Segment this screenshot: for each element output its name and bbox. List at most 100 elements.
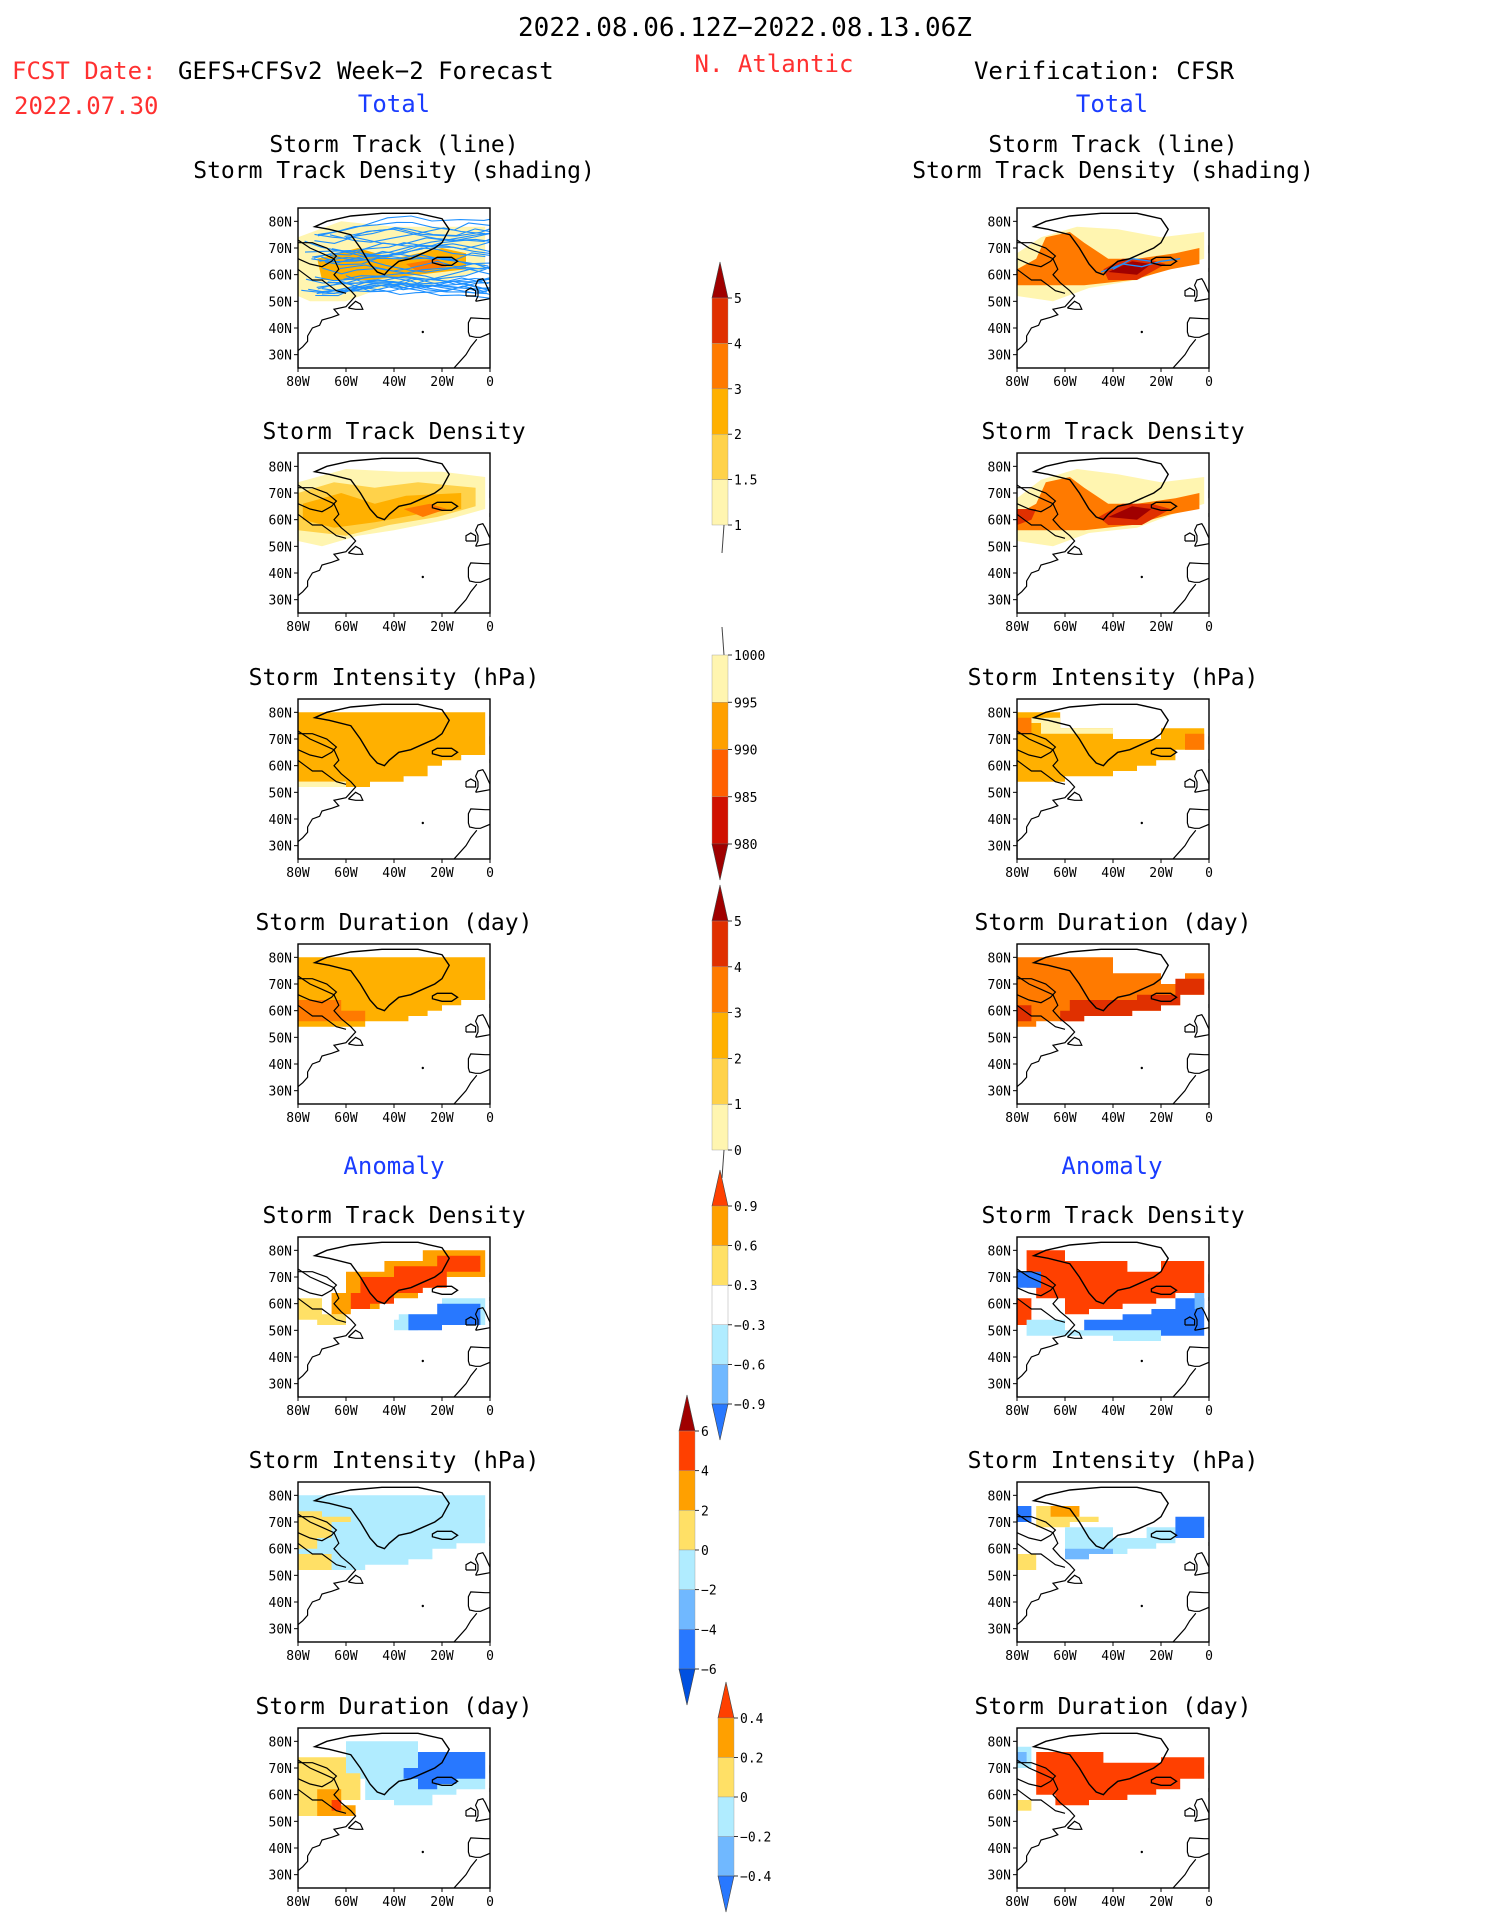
coastline [467, 1591, 490, 1612]
iceland-coastline [1150, 1530, 1178, 1540]
shaded-region [298, 712, 486, 787]
lat-tick-label: 80N [269, 1489, 292, 1504]
shaded-region [1017, 1554, 1037, 1570]
map-area [1017, 1482, 1209, 1642]
map-area [298, 1482, 490, 1642]
lat-tick-label: 30N [269, 1869, 292, 1884]
colorbar-open-end [721, 524, 725, 554]
coastline [465, 287, 477, 297]
colorbar-label: −0.4 [740, 1870, 771, 1885]
coastline [453, 583, 478, 613]
coastline [453, 1612, 478, 1642]
colorbar-label: 3 [734, 1007, 742, 1022]
storm-track-line [317, 221, 490, 237]
lat-tick-label: 40N [988, 1842, 1011, 1857]
coastline [474, 523, 490, 547]
lon-tick-label: 80W [1005, 1404, 1029, 1419]
colorbar-label: −0.6 [734, 1358, 765, 1373]
lat-tick-label: 80N [269, 706, 292, 721]
coastline [1017, 733, 1057, 759]
fcst-date-label: FCST Date: [12, 57, 157, 85]
colorbar-label: −4 [701, 1623, 717, 1638]
coastline [298, 1297, 347, 1323]
coastline [1017, 484, 1076, 613]
colorbar-label: 0 [701, 1544, 709, 1559]
iceland-coastline [431, 256, 459, 266]
lon-tick-label: 0 [1205, 375, 1213, 390]
map-area [1017, 699, 1209, 859]
lat-tick-label: 60N [988, 1543, 1011, 1558]
coastline [465, 778, 477, 788]
colorbar-label: 0.9 [734, 1200, 757, 1215]
lon-tick-label: 40W [382, 866, 406, 881]
shaded-region [408, 1303, 481, 1331]
verification-label: Verification: CFSR [974, 57, 1235, 85]
azores-dot [421, 575, 424, 579]
lat-tick-label: 40N [988, 322, 1011, 337]
iceland-coastline [431, 1285, 459, 1295]
lat-tick-label: 50N [269, 540, 292, 555]
colorbar-label: 0.6 [734, 1240, 757, 1255]
right-total-label: Total [1076, 90, 1148, 118]
lat-tick-label: 80N [988, 1489, 1011, 1504]
colorbar-segment [678, 1430, 696, 1471]
colorbar-label: 1 [734, 1098, 742, 1113]
shaded-region [1017, 1271, 1041, 1288]
lon-tick-label: 20W [430, 1404, 454, 1419]
coastline [1066, 300, 1083, 310]
lat-tick-label: 80N [988, 1735, 1011, 1750]
lat-tick-label: 80N [269, 951, 292, 966]
panel-title: Storm Track Density [981, 1203, 1244, 1229]
model-name: GEFS+CFSv2 Week−2 Forecast [178, 57, 554, 85]
iceland-coastline [1150, 747, 1178, 757]
colorbar-segment [711, 1103, 729, 1151]
shaded-region [1017, 1800, 1032, 1811]
greenland-coastline [1031, 948, 1170, 1012]
coastline [1184, 1807, 1196, 1817]
lat-tick-label: 30N [269, 1623, 292, 1638]
shaded-region [298, 1554, 332, 1570]
map-panel-verif-duration: Storm Duration (day) 80N 70N 60N 50N 40N 30N 80… [975, 910, 1252, 1126]
colorbar-label: 0.3 [734, 1279, 757, 1294]
lat-tick-label: 80N [269, 215, 292, 230]
coastline [1017, 1297, 1066, 1323]
storm-track-line [339, 260, 490, 272]
shaded-region [1017, 717, 1032, 734]
colorbar-top-tip [711, 1169, 729, 1207]
lon-tick-label: 40W [382, 1404, 406, 1419]
coastline [467, 317, 490, 338]
lon-tick-label: 40W [382, 375, 406, 390]
lon-tick-label: 20W [1149, 1649, 1173, 1664]
coastline [1017, 242, 1057, 268]
coastline [1172, 1858, 1197, 1888]
lat-tick-label: 50N [988, 295, 1011, 310]
colorbar-label: 3 [734, 383, 742, 398]
coastline [453, 338, 478, 368]
coastline [1193, 1798, 1209, 1822]
coastline [1017, 1762, 1057, 1788]
lat-tick-label: 60N [988, 1298, 1011, 1313]
colorbar-segment [711, 1364, 729, 1405]
lat-tick-label: 40N [269, 1596, 292, 1611]
lon-tick-label: 40W [1101, 375, 1125, 390]
coastline [1066, 1820, 1083, 1830]
storm-track-line [329, 227, 486, 243]
colorbar-bottom-tip [678, 1668, 696, 1706]
azores-dot [421, 1359, 424, 1363]
storm-track-line [345, 275, 490, 285]
colorbar-label: −0.2 [740, 1831, 771, 1846]
coastline [1172, 583, 1197, 613]
colorbar-segment [711, 343, 729, 389]
iceland-coastline [431, 747, 459, 757]
coastline [298, 268, 347, 294]
lat-tick-label: 70N [988, 1516, 1011, 1531]
coastline [465, 1023, 477, 1033]
map-panel-fcst-density: Storm Track Density 80N 70N 60N 50N 40N 30N 80W… [262, 419, 525, 635]
coastline [467, 1053, 490, 1074]
colorbar-label: 2 [734, 428, 742, 443]
coastline [1193, 523, 1209, 547]
coastline [465, 532, 477, 542]
panel-title: Storm Intensity (hPa) [968, 1448, 1259, 1474]
colorbar-label: 1 [734, 519, 742, 534]
coastline [1017, 730, 1076, 859]
